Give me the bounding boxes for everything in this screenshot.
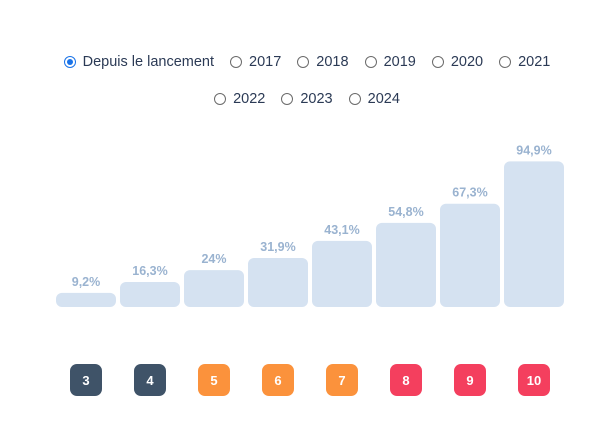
bar-5 bbox=[184, 270, 244, 307]
radio-unselected-icon[interactable] bbox=[431, 56, 444, 68]
category-label: 6 bbox=[274, 373, 281, 388]
period-filter-row-1: Depuis le lancement 2017 2018 2019 2020 … bbox=[0, 52, 614, 72]
radio-option-2021[interactable]: 2021 bbox=[499, 52, 550, 72]
bar-value-label: 24% bbox=[201, 252, 226, 266]
radio-unselected-icon[interactable] bbox=[348, 93, 361, 105]
bar-value-label: 43,1% bbox=[324, 223, 359, 237]
bar-10 bbox=[504, 161, 564, 307]
category-badge-10 bbox=[518, 364, 550, 396]
category-badge-9 bbox=[454, 364, 486, 396]
radio-unselected-icon[interactable] bbox=[281, 93, 294, 105]
category-badge-8 bbox=[390, 364, 422, 396]
radio-unselected-icon[interactable] bbox=[499, 56, 512, 68]
radio-option-2023[interactable]: 2023 bbox=[281, 89, 333, 109]
category-label: 5 bbox=[210, 373, 217, 388]
bar-4 bbox=[120, 281, 180, 307]
bar-9 bbox=[440, 203, 500, 307]
radio-label: 2019 bbox=[383, 54, 416, 70]
radio-unselected-icon[interactable] bbox=[364, 56, 377, 68]
radio-unselected-icon[interactable] bbox=[214, 93, 227, 105]
bar-value-label: 16,3% bbox=[132, 264, 167, 278]
category-label: 4 bbox=[146, 373, 154, 388]
radio-unselected-icon[interactable] bbox=[230, 56, 243, 68]
category-label: 10 bbox=[527, 373, 541, 388]
bar-3 bbox=[56, 292, 116, 307]
radio-label: 2022 bbox=[233, 91, 266, 107]
radio-option-2022[interactable]: 2022 bbox=[214, 89, 265, 109]
radio-unselected-icon[interactable] bbox=[297, 56, 310, 68]
category-badge-6 bbox=[262, 364, 294, 396]
bar-value-label: 94,9% bbox=[516, 143, 551, 157]
radio-label: 2023 bbox=[300, 91, 333, 107]
radio-option-2019[interactable]: 2019 bbox=[364, 52, 416, 72]
bar-value-label: 31,9% bbox=[260, 240, 295, 254]
category-label: 9 bbox=[466, 373, 473, 388]
radio-option-2024[interactable]: 2024 bbox=[348, 89, 400, 109]
bar-8 bbox=[376, 222, 436, 307]
bar-value-label: 9,2% bbox=[72, 275, 101, 289]
radio-label: Depuis le lancement bbox=[82, 54, 215, 70]
radio-label: 2024 bbox=[367, 91, 400, 107]
radio-label: 2018 bbox=[316, 54, 349, 70]
radio-selected-icon[interactable] bbox=[63, 56, 76, 68]
radio-label: 2020 bbox=[450, 54, 484, 70]
radio-option-depuis-le-lancement[interactable]: Depuis le lancement bbox=[63, 52, 215, 72]
bar-value-label: 67,3% bbox=[452, 186, 487, 200]
radio-option-2020[interactable]: 2020 bbox=[431, 52, 484, 72]
category-badge-3 bbox=[70, 364, 102, 396]
radio-option-2017[interactable]: 2017 bbox=[230, 52, 281, 72]
bar-6 bbox=[248, 258, 308, 307]
category-badge-4 bbox=[134, 364, 166, 396]
bar-7 bbox=[312, 240, 372, 307]
category-label: 3 bbox=[82, 373, 89, 388]
category-label: 8 bbox=[402, 373, 409, 388]
radio-label: 2017 bbox=[249, 54, 282, 70]
category-badge-5 bbox=[198, 364, 230, 396]
category-label: 7 bbox=[338, 373, 345, 388]
bar-value-label: 54,8% bbox=[388, 205, 423, 219]
radio-option-2018[interactable]: 2018 bbox=[297, 52, 349, 72]
period-filter-row-2: 2022 2023 2024 bbox=[0, 89, 614, 109]
category-badge-7 bbox=[326, 364, 358, 396]
radio-label: 2021 bbox=[518, 54, 551, 70]
